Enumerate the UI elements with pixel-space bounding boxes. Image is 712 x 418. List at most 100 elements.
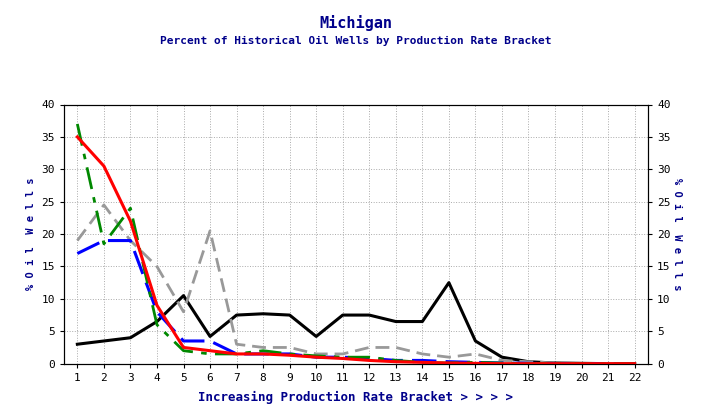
2005 — [312, 353, 320, 358]
2001 — [444, 359, 453, 364]
1993 — [577, 361, 586, 366]
1997 — [286, 345, 294, 350]
1997 — [392, 345, 400, 350]
1997 — [418, 352, 426, 357]
1997 — [73, 238, 82, 243]
Text: Percent of Historical Oil Wells by Production Rate Bracket: Percent of Historical Oil Wells by Produ… — [160, 36, 552, 46]
1993 — [471, 339, 480, 344]
2001 — [471, 360, 480, 365]
1993 — [232, 313, 241, 318]
1997 — [232, 342, 241, 347]
Y-axis label: % O i l  W e l l s: % O i l W e l l s — [671, 178, 681, 291]
1997 — [312, 352, 320, 357]
2001 — [524, 361, 533, 366]
2005 — [365, 354, 374, 359]
2001 — [604, 361, 612, 366]
2005 — [577, 361, 586, 366]
2005 — [100, 241, 108, 246]
1997 — [604, 361, 612, 366]
1993 — [126, 335, 135, 340]
2001 — [73, 251, 82, 256]
2001 — [338, 354, 347, 359]
1997 — [206, 228, 214, 233]
2001 — [551, 361, 560, 366]
2005 — [604, 361, 612, 366]
2001 — [179, 339, 188, 344]
Line: 2001: 2001 — [78, 241, 634, 364]
1993 — [444, 280, 453, 285]
1993 — [206, 334, 214, 339]
2001 — [365, 356, 374, 361]
2005 — [498, 360, 506, 365]
1997 — [524, 359, 533, 364]
2001 — [100, 238, 108, 243]
2009 — [206, 348, 214, 353]
1993 — [179, 293, 188, 298]
2005 — [524, 361, 533, 366]
2001 — [418, 358, 426, 363]
2005 — [471, 360, 480, 365]
2009 — [630, 361, 639, 366]
2001 — [126, 238, 135, 243]
2009 — [338, 356, 347, 361]
1993 — [551, 360, 560, 365]
2005 — [444, 360, 453, 365]
1997 — [338, 352, 347, 357]
1993 — [630, 361, 639, 366]
1997 — [152, 264, 161, 269]
2009 — [152, 303, 161, 308]
1997 — [444, 354, 453, 359]
Line: 2009: 2009 — [78, 137, 634, 364]
1997 — [365, 345, 374, 350]
1993 — [524, 359, 533, 364]
1997 — [259, 345, 268, 350]
1993 — [286, 313, 294, 318]
2005 — [551, 361, 560, 366]
2001 — [312, 354, 320, 359]
1997 — [179, 309, 188, 314]
Line: 2005: 2005 — [78, 124, 634, 364]
2009 — [179, 345, 188, 350]
2005 — [418, 360, 426, 365]
2001 — [630, 361, 639, 366]
1993 — [152, 319, 161, 324]
2009 — [365, 358, 374, 363]
Line: 1997: 1997 — [78, 205, 634, 364]
1997 — [551, 360, 560, 365]
1993 — [392, 319, 400, 324]
2009 — [551, 361, 560, 366]
2005 — [232, 352, 241, 357]
2001 — [232, 352, 241, 357]
2005 — [152, 322, 161, 327]
2001 — [206, 339, 214, 344]
2009 — [418, 360, 426, 365]
2001 — [392, 358, 400, 363]
2005 — [179, 348, 188, 353]
1997 — [577, 361, 586, 366]
1997 — [630, 361, 639, 366]
1993 — [604, 361, 612, 366]
1997 — [126, 238, 135, 243]
2005 — [630, 361, 639, 366]
1993 — [312, 334, 320, 339]
1993 — [338, 313, 347, 318]
2009 — [100, 163, 108, 168]
2009 — [498, 361, 506, 366]
2005 — [338, 354, 347, 359]
Text: Michigan: Michigan — [320, 15, 392, 31]
Y-axis label: % O i l  W e l l s: % O i l W e l l s — [26, 178, 36, 291]
2009 — [524, 361, 533, 366]
2005 — [286, 352, 294, 357]
1993 — [365, 313, 374, 318]
2009 — [73, 135, 82, 140]
2005 — [206, 352, 214, 357]
2001 — [577, 361, 586, 366]
Line: 1993: 1993 — [78, 283, 634, 364]
2009 — [577, 361, 586, 366]
2009 — [126, 219, 135, 224]
2009 — [604, 361, 612, 366]
2009 — [471, 361, 480, 366]
2005 — [259, 348, 268, 353]
2001 — [498, 360, 506, 365]
2009 — [444, 360, 453, 365]
